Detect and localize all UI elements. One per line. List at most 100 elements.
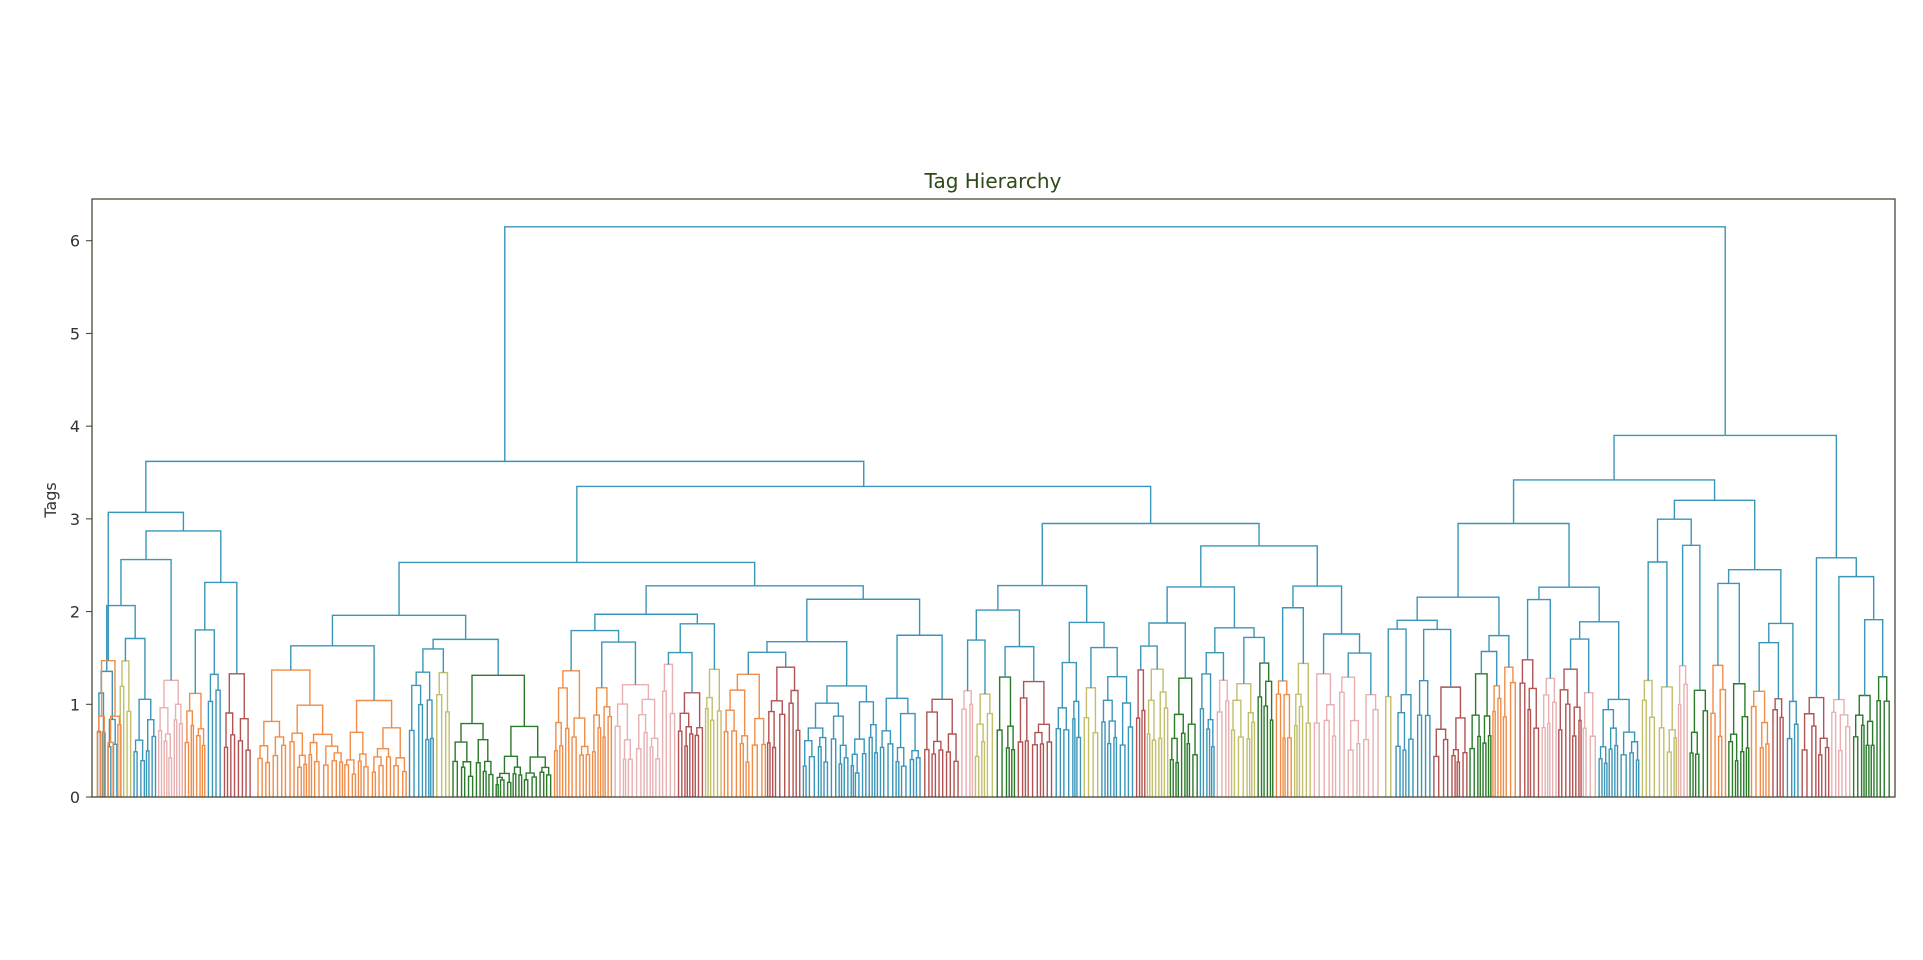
dendrogram-link <box>684 745 688 797</box>
dendrogram-link <box>510 725 539 758</box>
dendrogram-link <box>1589 735 1596 797</box>
dendrogram-link <box>1456 761 1461 797</box>
dendrogram-link <box>297 766 302 797</box>
dendrogram-link <box>807 727 824 741</box>
dendrogram-link <box>1620 754 1627 797</box>
dendrogram-link <box>1322 633 1361 674</box>
dendrogram-link <box>359 753 367 767</box>
dendrogram-link <box>1259 662 1270 697</box>
dendrogram-link <box>467 775 474 797</box>
dendrogram-link <box>1648 716 1656 797</box>
dendrogram-link <box>506 781 512 797</box>
dendrogram-link <box>895 760 900 797</box>
dendrogram-link <box>1166 586 1236 628</box>
dendrogram-link <box>826 685 868 704</box>
dendrogram-link <box>1063 729 1070 797</box>
dendrogram-link <box>482 770 487 797</box>
dendrogram-link <box>694 734 700 797</box>
dendrogram-link <box>1732 683 1746 735</box>
dendrogram-link <box>996 729 1003 797</box>
dendrogram-link <box>178 723 183 797</box>
dendrogram-link <box>1528 687 1537 729</box>
dendrogram-link <box>1808 696 1825 739</box>
dendrogram-link <box>751 744 758 797</box>
dendrogram-link <box>112 743 118 797</box>
dendrogram-link <box>1243 636 1265 684</box>
dendrogram-link <box>1159 691 1167 739</box>
y-tick-label: 3 <box>70 510 80 529</box>
dendrogram-link <box>1815 557 1857 698</box>
dendrogram-link <box>1146 733 1151 797</box>
dendrogram-link <box>393 764 399 797</box>
dendrogram-link <box>802 765 807 797</box>
dendrogram-link <box>1622 731 1636 755</box>
y-tick-label: 1 <box>70 695 80 714</box>
dendrogram-link <box>1331 735 1337 797</box>
dendrogram-link <box>623 739 631 760</box>
dendrogram-link <box>607 715 613 797</box>
dendrogram-link <box>355 699 393 733</box>
dendrogram-link <box>1017 741 1024 797</box>
dendrogram-link <box>1578 719 1582 797</box>
dendrogram-link <box>1729 733 1738 761</box>
dendrogram-link <box>1236 682 1252 713</box>
dendrogram-link <box>1630 741 1639 761</box>
dendrogram-link <box>553 749 558 797</box>
dendrogram-link <box>638 714 647 749</box>
dendrogram-link <box>1440 686 1462 730</box>
dendrogram-link <box>1232 699 1242 738</box>
dendrogram-link <box>322 764 329 797</box>
dendrogram-link <box>1282 737 1286 797</box>
dendrogram-link <box>947 733 957 762</box>
dendrogram-link <box>1521 659 1534 689</box>
dendrogram-link <box>477 738 489 763</box>
dendrogram-link <box>1090 646 1118 688</box>
dendrogram-link <box>1135 717 1141 797</box>
dendrogram-link <box>1323 719 1330 797</box>
dendrogram-link <box>579 754 584 797</box>
dendrogram-link <box>376 747 390 757</box>
dendrogram-link <box>1442 738 1449 797</box>
dendrogram-link <box>854 772 860 797</box>
dendrogram-link <box>1578 621 1620 700</box>
dendrogram-link <box>209 673 219 702</box>
dendrogram-link <box>850 765 855 797</box>
dendrogram-link <box>1719 688 1727 797</box>
dendrogram-link <box>1860 724 1865 797</box>
dendrogram-link <box>1551 701 1557 797</box>
dendrogram-link <box>704 708 709 797</box>
dendrogram-link <box>1175 761 1180 797</box>
dendrogram-link <box>1397 712 1406 751</box>
dendrogram-link <box>197 728 205 746</box>
dendrogram-link <box>887 743 894 797</box>
dendrogram-link <box>766 742 771 797</box>
dendrogram-link <box>1831 711 1837 797</box>
dendrogram-link <box>1613 434 1838 558</box>
dendrogram-link <box>1870 744 1875 797</box>
dendrogram-link <box>621 684 650 705</box>
dendrogram-link <box>885 697 909 731</box>
dendrogram-link <box>1076 736 1082 797</box>
dendrogram-link <box>915 757 921 797</box>
dendrogram-link <box>696 727 704 797</box>
dendrogram-link <box>147 718 155 751</box>
dendrogram-link <box>1527 708 1532 797</box>
dendrogram-link <box>1710 712 1716 797</box>
dendrogram-link <box>597 727 602 797</box>
dendrogram-link <box>788 702 794 797</box>
dendrogram-link <box>108 718 116 747</box>
dendrogram-link <box>747 651 787 675</box>
dendrogram-link <box>1533 727 1540 797</box>
dendrogram-link <box>1457 522 1570 598</box>
dendrogram-link <box>1728 741 1734 797</box>
dendrogram-link <box>195 735 201 797</box>
dendrogram-link <box>924 748 930 797</box>
dendrogram-link <box>1400 693 1412 740</box>
dendrogram-link <box>770 700 783 715</box>
dendrogram-link <box>96 731 101 797</box>
dendrogram-link <box>1372 708 1379 797</box>
dendrogram-link <box>531 776 537 797</box>
dendrogram-link <box>385 756 392 797</box>
dendrogram-link <box>1011 748 1016 797</box>
dendrogram-link <box>1113 736 1118 797</box>
